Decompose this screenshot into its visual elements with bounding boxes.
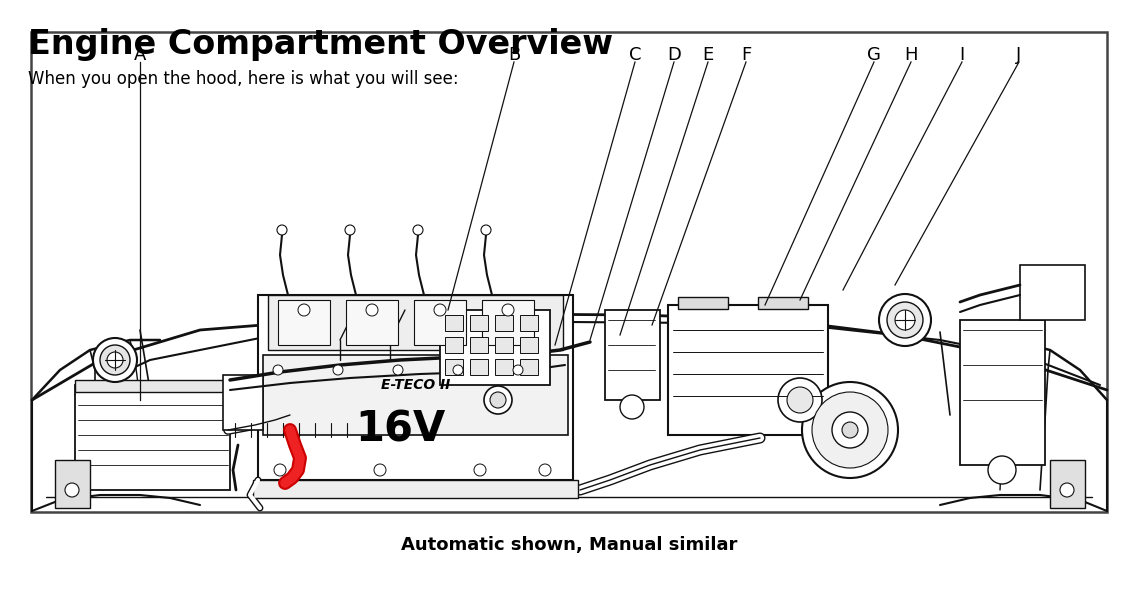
Text: C: C <box>629 46 641 64</box>
Bar <box>440 310 550 385</box>
Circle shape <box>107 352 123 368</box>
Circle shape <box>474 464 486 476</box>
Circle shape <box>333 365 343 375</box>
Bar <box>253 480 577 498</box>
Circle shape <box>366 304 378 316</box>
Text: G: G <box>867 46 880 64</box>
Circle shape <box>273 365 282 375</box>
Text: D: D <box>667 46 681 64</box>
Bar <box>1021 265 1085 320</box>
Circle shape <box>484 386 513 414</box>
Bar <box>470 359 487 375</box>
Text: H: H <box>904 46 918 64</box>
Text: J: J <box>1016 46 1022 64</box>
Bar <box>495 337 513 353</box>
Bar <box>278 300 330 345</box>
Circle shape <box>65 483 79 497</box>
Circle shape <box>93 338 137 382</box>
Bar <box>75 380 230 392</box>
Circle shape <box>481 225 491 235</box>
Circle shape <box>620 395 644 419</box>
Circle shape <box>1060 483 1074 497</box>
Circle shape <box>802 382 898 478</box>
Bar <box>495 359 513 375</box>
Bar <box>413 300 466 345</box>
Circle shape <box>274 464 286 476</box>
Circle shape <box>879 294 931 346</box>
Circle shape <box>413 225 423 235</box>
Bar <box>259 295 573 480</box>
Bar <box>1050 460 1085 508</box>
Bar <box>445 315 462 331</box>
Circle shape <box>812 392 888 468</box>
Circle shape <box>453 365 462 375</box>
Circle shape <box>988 456 1016 484</box>
Text: B: B <box>508 46 521 64</box>
Circle shape <box>100 345 130 375</box>
Bar <box>521 359 538 375</box>
Bar <box>482 300 534 345</box>
Text: F: F <box>740 46 751 64</box>
Bar <box>31 32 1107 512</box>
Bar <box>470 315 487 331</box>
Circle shape <box>887 302 923 338</box>
Text: 16V: 16V <box>355 409 445 451</box>
Bar <box>223 375 263 430</box>
Bar <box>470 337 487 353</box>
Circle shape <box>374 464 386 476</box>
Text: Engine Compartment Overview: Engine Compartment Overview <box>28 28 613 61</box>
Circle shape <box>842 422 858 438</box>
Bar <box>678 297 728 309</box>
Bar <box>346 300 398 345</box>
Text: I: I <box>959 46 965 64</box>
Circle shape <box>895 310 915 330</box>
Bar <box>521 315 538 331</box>
Bar <box>960 320 1044 465</box>
Circle shape <box>490 392 506 408</box>
Bar <box>263 355 568 435</box>
Bar <box>55 460 90 508</box>
Circle shape <box>434 304 446 316</box>
Bar <box>445 337 462 353</box>
Text: When you open the hood, here is what you will see:: When you open the hood, here is what you… <box>28 70 459 88</box>
Bar <box>445 359 462 375</box>
Circle shape <box>502 304 514 316</box>
Bar <box>521 337 538 353</box>
Bar <box>268 295 563 350</box>
Bar <box>605 310 659 400</box>
Text: E: E <box>703 46 714 64</box>
Circle shape <box>831 412 868 448</box>
Bar <box>75 385 230 490</box>
Text: E-TECO II: E-TECO II <box>380 378 450 392</box>
Circle shape <box>778 378 822 422</box>
Text: Automatic shown, Manual similar: Automatic shown, Manual similar <box>401 536 738 554</box>
Text: A: A <box>133 46 146 64</box>
Bar <box>667 305 828 435</box>
Circle shape <box>513 365 523 375</box>
Circle shape <box>539 464 551 476</box>
Bar <box>495 315 513 331</box>
Circle shape <box>393 365 403 375</box>
Circle shape <box>345 225 355 235</box>
Circle shape <box>787 387 813 413</box>
Circle shape <box>298 304 310 316</box>
Bar <box>757 297 808 309</box>
Circle shape <box>277 225 287 235</box>
